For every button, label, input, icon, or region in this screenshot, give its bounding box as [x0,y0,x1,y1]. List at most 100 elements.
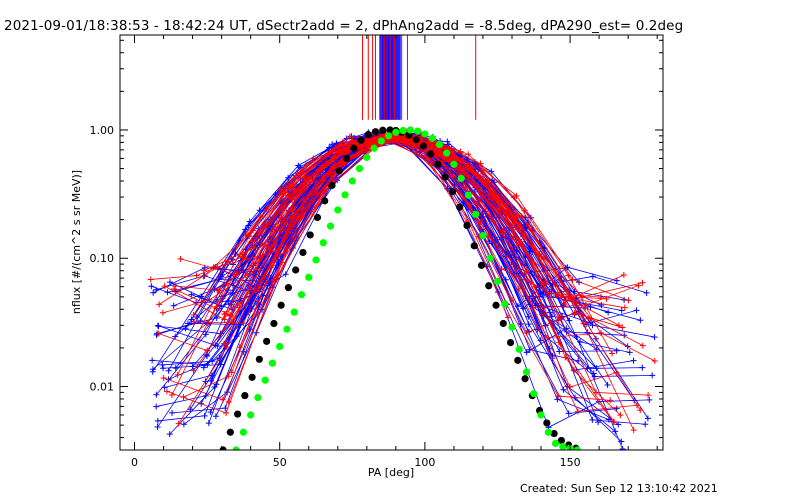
blue-marker [444,138,451,145]
red-marker [518,213,525,220]
red-marker [620,271,627,278]
red-marker [389,135,396,142]
blue-marker [212,413,219,420]
red-marker [615,322,622,329]
red-marker [277,186,284,193]
red-marker [580,320,587,327]
blue-marker [587,319,594,326]
green-point [443,149,451,157]
blue-marker [564,264,571,271]
red-marker [172,283,179,290]
blue-marker [604,381,611,388]
green-point [472,210,480,218]
red-marker [465,151,472,158]
red-trace [225,130,617,425]
green-point [297,291,306,299]
green-point [421,130,429,138]
blue-marker [154,417,161,424]
blue-marker [644,415,651,422]
black-point [492,301,500,309]
red-marker [562,297,569,304]
red-marker [639,279,646,286]
red-marker [281,204,288,211]
y-tick-label: 0.01 [90,381,115,394]
red-trace [163,131,644,416]
red-marker [485,233,492,240]
black-point [364,131,372,139]
red-marker [613,369,620,376]
black-point [557,436,565,445]
red-marker [555,393,562,400]
red-marker [597,329,604,336]
red-marker [511,194,518,201]
red-marker [228,319,235,326]
red-marker [637,407,644,414]
red-marker [556,265,563,272]
green-point [254,393,262,402]
red-marker [294,187,301,194]
red-marker [617,412,624,419]
blue-marker [217,273,224,280]
green-point [537,411,545,419]
red-marker [349,137,356,144]
red-marker [609,350,616,357]
red-marker [544,334,551,341]
red-marker [323,158,330,165]
red-marker [147,276,154,283]
red-trace-line [228,133,614,423]
green-point [348,177,356,185]
blue-marker [197,317,204,324]
red-trace [236,135,547,351]
green-point [283,325,291,333]
blue-marker [155,323,162,330]
red-marker [515,285,522,292]
red-marker [477,219,484,226]
black-point [248,373,256,381]
blue-marker [154,424,161,431]
blue-trace-line [158,131,655,338]
red-marker [289,183,296,190]
blue-marker [560,386,567,393]
y-axis-label: nflux [#/(cm^2 s sr MeV)] [70,170,83,314]
green-point [370,144,378,152]
black-point [226,428,234,436]
red-marker [484,177,491,184]
fan-layer [147,35,658,450]
blue-trace [230,129,620,417]
black-point [550,429,558,438]
created-timestamp: Created: Sun Sep 12 13:10:42 2021 [520,482,718,495]
red-marker [193,272,200,279]
green-curve [232,126,581,450]
red-trace [224,135,545,318]
black-point [234,410,242,418]
green-point [559,443,567,450]
black-point [448,188,457,196]
red-marker [621,304,628,311]
red-marker [294,170,301,177]
blue-marker [154,322,161,329]
black-point [255,355,263,363]
blue-marker [205,420,212,427]
green-point [276,342,284,351]
green-point [261,376,269,384]
blue-marker [624,343,631,350]
red-marker [457,148,464,155]
blue-marker [207,377,214,384]
blue-marker [613,277,620,284]
blue-marker [556,348,563,355]
black-point [379,126,387,134]
green-point [232,446,240,450]
black-point [456,203,464,211]
green-point [363,153,371,162]
blue-marker [198,293,205,300]
red-marker [523,268,530,275]
blue-marker [523,349,530,356]
blue-marker [204,361,211,368]
red-marker [500,227,507,234]
blue-marker [637,317,644,324]
blue-marker [525,321,532,328]
red-marker [215,287,222,294]
red-marker [625,297,632,304]
chart-title: 2021-09-01/18:38:53 - 18:42:24 UT, dSect… [4,18,684,34]
red-marker [566,384,573,391]
